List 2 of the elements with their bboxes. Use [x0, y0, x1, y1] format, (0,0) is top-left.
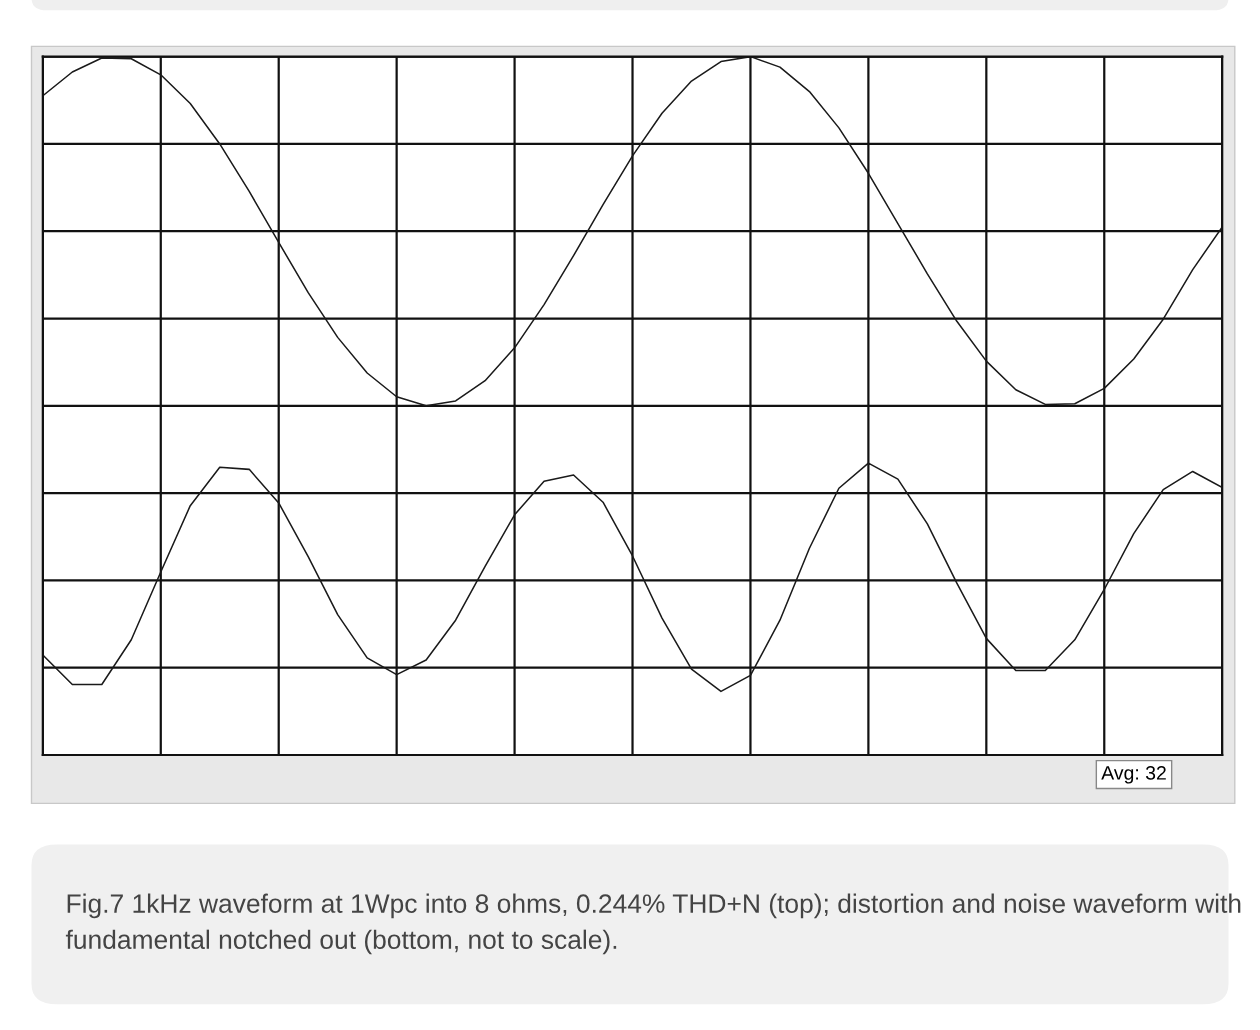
caption: Fig.7 1kHz waveform at 1Wpc into 8 ohms, 0.244% THD+N (top); distortion and noise waveform with fundamental notched out (bottom, not to scale).	[65, 893, 1241, 955]
text: Avg: 32	[1101, 766, 1166, 784]
